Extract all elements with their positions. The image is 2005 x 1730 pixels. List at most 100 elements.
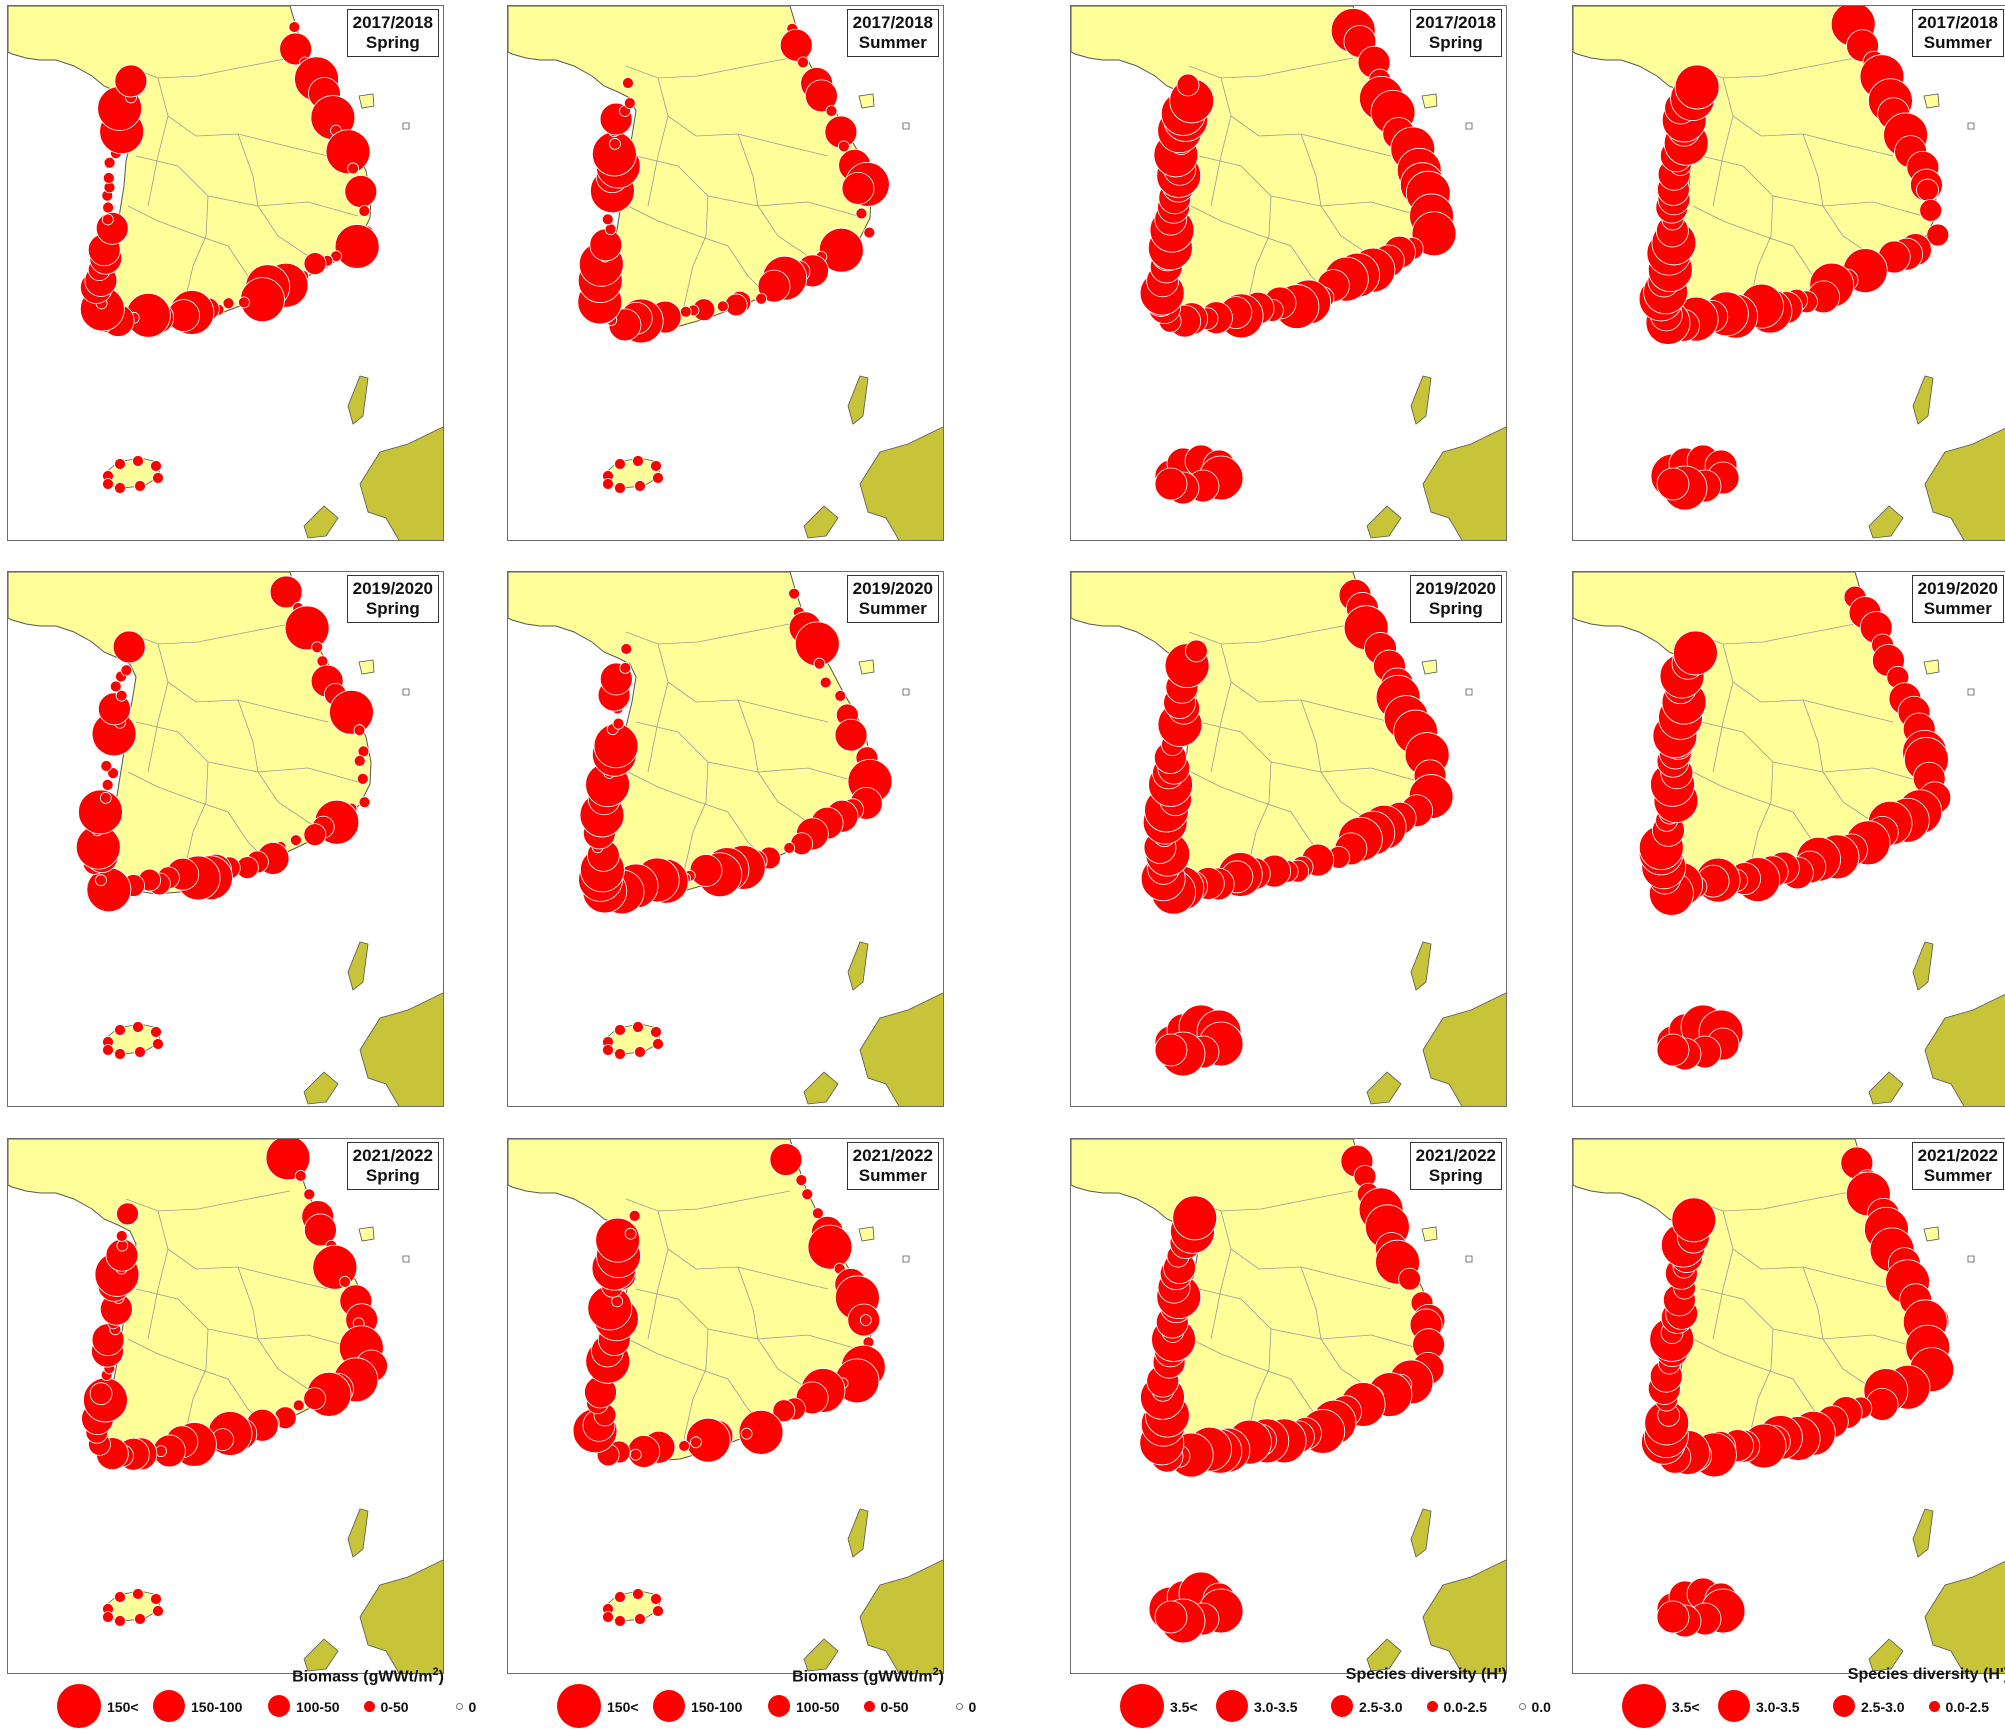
station-marker (134, 1613, 146, 1625)
province-boundary (625, 1190, 791, 1212)
legend-title-text: Species diversity (H') (1345, 1666, 1507, 1683)
province-boundary (737, 699, 759, 773)
station-markers (572, 1143, 886, 1627)
legend-symbol (1718, 1690, 1750, 1722)
station-marker (290, 834, 302, 847)
province-boundary (1802, 1266, 1824, 1340)
island (1923, 93, 1940, 109)
station-marker (614, 1024, 626, 1036)
province-boundary (1198, 721, 1422, 783)
station-marker (614, 1048, 626, 1060)
station-marker (1674, 64, 1720, 110)
season-text: Spring (365, 33, 420, 52)
province-boundary (625, 623, 791, 645)
station-marker (1919, 199, 1943, 222)
province-boundary (1712, 115, 1734, 207)
period-season-label: 2021/2022 Spring (1409, 1142, 1502, 1190)
province-boundary (683, 195, 709, 307)
period-season-label: 2017/2018 Summer (1911, 9, 2004, 57)
legend-label: 0-50 (880, 1699, 909, 1715)
province-boundary (1190, 205, 1332, 297)
station-marker (634, 480, 646, 492)
province-boundary (157, 643, 329, 723)
province-boundary (647, 1248, 669, 1340)
station-marker (788, 587, 801, 600)
station-marker (347, 162, 359, 175)
station-marker (132, 455, 144, 467)
japan-landmass (1868, 505, 1904, 539)
legend-label: 2.5-3.0 (1861, 1699, 1905, 1715)
legend-row: 150< 150-100 100-50 0-50 0 (557, 1684, 976, 1730)
island (1465, 122, 1473, 130)
island (1421, 93, 1438, 109)
province-boundary (1246, 761, 1272, 873)
station-marker (344, 175, 378, 208)
province-boundary (1220, 1210, 1392, 1290)
island (1421, 659, 1438, 675)
japan-landmass (1366, 1071, 1402, 1105)
period-season-label: 2019/2020 Summer (846, 575, 939, 623)
province-boundary (183, 1328, 209, 1440)
province-boundary (1802, 699, 1824, 773)
province-boundary (1188, 57, 1354, 79)
korea-map (1573, 572, 2005, 1106)
station-marker (1154, 1600, 1188, 1634)
station-marker (116, 1202, 139, 1226)
station-marker (304, 1213, 337, 1247)
japan-landmass (847, 1508, 869, 1558)
station-marker (716, 300, 729, 313)
station-marker (292, 1399, 305, 1412)
island (858, 93, 875, 109)
map-panel: 2021/2022 Spring (7, 1138, 444, 1674)
station-marker (353, 724, 366, 737)
province-boundary (125, 1190, 291, 1212)
station-marker (614, 482, 626, 494)
station-marker (805, 79, 838, 113)
province-boundary (183, 195, 209, 307)
japan-landmass (347, 375, 369, 425)
japan-landmass (359, 426, 443, 540)
station-marker (107, 767, 119, 779)
station-markers (1139, 1144, 1446, 1644)
island (902, 688, 910, 696)
island (1967, 1255, 1975, 1263)
map-panel: 2017/2018 Spring (1070, 5, 1507, 541)
legend-symbol (863, 1700, 875, 1712)
station-marker (101, 778, 114, 791)
map-panel: 2021/2022 Spring (1070, 1138, 1507, 1674)
station-marker (609, 138, 621, 150)
japan-landmass (1410, 375, 1432, 425)
station-marker (825, 105, 838, 117)
province-boundary (127, 771, 269, 863)
station-marker (623, 97, 636, 110)
station-marker (602, 1611, 614, 1623)
station-marker (818, 227, 864, 273)
japan-landmass (1924, 427, 2005, 540)
station-marker (152, 1038, 164, 1050)
station-marker (604, 223, 617, 236)
province-boundary (1300, 133, 1322, 207)
korea-map (8, 1139, 443, 1673)
station-marker (114, 1615, 126, 1627)
japan-landmass (1924, 1560, 2005, 1673)
station-marker (101, 213, 114, 226)
station-marker (622, 77, 634, 89)
station-marker (632, 455, 644, 467)
station-marker (757, 269, 791, 303)
station-marker (334, 224, 380, 269)
station-markers (75, 575, 374, 1060)
legend-title-superscript: 2 (432, 1666, 439, 1678)
station-marker (152, 472, 164, 484)
legend-title-text: Biomass (gWWt/m (292, 1668, 433, 1686)
station-marker (1154, 467, 1188, 501)
legend-label: 150-100 (691, 1699, 743, 1715)
station-marker (222, 297, 235, 310)
island (358, 1226, 375, 1242)
station-marker (114, 1024, 126, 1036)
province-boundary (1748, 761, 1774, 873)
season-text: Spring (1428, 1166, 1483, 1185)
province-boundary (683, 1328, 709, 1440)
province-boundary (125, 57, 291, 79)
japan-landmass (303, 1071, 339, 1105)
map-panel: 2021/2022 Summer (507, 1138, 944, 1674)
